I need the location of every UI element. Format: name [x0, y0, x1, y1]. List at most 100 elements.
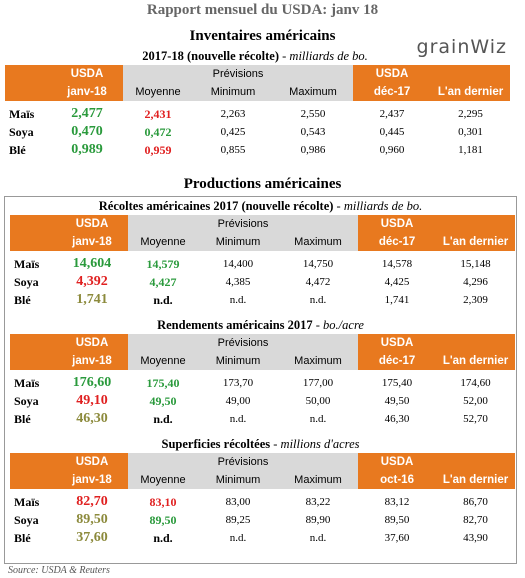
unit: - milliards de bo.	[282, 49, 368, 63]
cell: 82,70	[463, 514, 488, 526]
header-row: janv-18 Moyenne Minimum Maximum déc-17 L'an d…	[5, 83, 511, 101]
unit: - milliards de bo.	[336, 199, 423, 213]
cell: n.d.	[229, 413, 247, 425]
cell: 4,425	[384, 276, 410, 288]
row-label: Blé	[9, 142, 26, 157]
cell: 4,472	[305, 276, 331, 288]
header-cell: USDA	[358, 215, 437, 233]
cell: 49,10	[76, 393, 108, 408]
cell: 0,959	[144, 142, 172, 157]
subtitle-text: Récoltes américaines 2017 (nouvelle réco…	[98, 199, 334, 213]
cell: 83,12	[384, 496, 410, 508]
header-row: USDA Prévisions USDA	[10, 334, 516, 352]
cell: 2,295	[458, 108, 483, 120]
header-cell: USDA	[353, 65, 432, 83]
data-row: Blé 1,741 n.d. n.d. n.d. 1,741 2,309	[10, 291, 515, 309]
data-row: Maïs 176,60 175,40 173,70 177,00 175,40 174,60	[10, 370, 515, 392]
header-cell: janv-18	[56, 233, 128, 251]
cell: 14,750	[302, 258, 334, 270]
source: Source: USDA & Reuters	[8, 565, 110, 576]
section-heading: Productions américaines	[183, 176, 342, 192]
cell: 0,989	[71, 142, 103, 157]
cell: 2,431	[144, 106, 172, 121]
data-row: Soya 89,50 89,50 89,25 89,90 89,50 82,70	[10, 511, 515, 529]
sub-table: Superficies récoltées - millions d'acres…	[5, 436, 516, 547]
data-row: Blé 46,30 n.d. n.d. n.d. 46,30 52,70	[10, 410, 515, 428]
cell: 0,855	[220, 144, 246, 156]
header-cell: oct-16	[358, 471, 437, 489]
header-cell	[10, 334, 56, 352]
cell: 89,50	[76, 512, 108, 527]
cell: 14,400	[222, 258, 254, 270]
logo: grainWiz	[416, 36, 507, 58]
cell: 83,00	[225, 496, 251, 508]
header-cell	[431, 65, 511, 83]
header-cell: USDA	[56, 334, 128, 352]
header-cell: L'an dernier	[436, 471, 516, 489]
subtitle-text: Superficies récoltées	[161, 437, 271, 451]
cell: 175,40	[146, 375, 180, 390]
cell: 2,550	[300, 108, 326, 120]
cell: 0,986	[300, 144, 326, 156]
cell: n.d.	[309, 532, 327, 544]
cell: n.d.	[229, 532, 247, 544]
header-cell: Minimum	[198, 471, 278, 489]
header-cell: janv-18	[51, 83, 123, 101]
cell: 49,00	[225, 395, 251, 407]
data-row: Maïs 14,604 14,579 14,400 14,750 14,578 15,148	[10, 251, 515, 273]
data-row: Blé 37,60 n.d. n.d. n.d. 37,60 43,90	[10, 529, 515, 547]
cell: 14,578	[381, 258, 413, 270]
cell: 2,309	[463, 294, 488, 306]
row-label: Soya	[14, 274, 39, 289]
cell: n.d.	[309, 413, 327, 425]
header-row: janv-18 Moyenne Minimum Maximum déc-17 L'an d…	[10, 233, 516, 251]
header-cell: Maximum	[278, 233, 359, 251]
header-cell: USDA	[51, 65, 123, 83]
header-row: USDA Prévisions USDA	[10, 215, 516, 233]
cell: 0,960	[379, 144, 405, 156]
data-row: Soya 4,392 4,427 4,385 4,472 4,425 4,296	[10, 273, 515, 291]
row-label: Blé	[14, 530, 31, 545]
header-cell: déc-17	[358, 233, 437, 251]
cell: 86,70	[463, 496, 488, 508]
cell: 0,472	[144, 124, 172, 139]
header-cell	[10, 215, 56, 233]
header-cell: Prévisions	[128, 334, 359, 352]
header-cell: janv-18	[56, 352, 128, 370]
cell: 2,263	[220, 108, 246, 120]
header-cell	[436, 334, 516, 352]
header-cell: L'an dernier	[431, 83, 511, 101]
cell: 176,60	[72, 375, 112, 390]
cell: 177,00	[302, 377, 334, 389]
unit: - bo./acre	[315, 318, 364, 332]
header-cell: Moyenne	[128, 352, 198, 370]
header-cell: Moyenne	[128, 471, 198, 489]
cell: 37,60	[76, 530, 108, 545]
header-cell: Minimum	[193, 83, 273, 101]
productions-box: Récoltes américaines 2017 (nouvelle réco…	[4, 196, 517, 564]
header-cell	[436, 453, 516, 471]
cell: 0,470	[71, 124, 103, 139]
cell: 50,00	[305, 395, 331, 407]
header-cell: L'an dernier	[436, 233, 516, 251]
cell: 0,543	[300, 126, 326, 138]
cell: 0,301	[458, 126, 483, 138]
row-label: Maïs	[14, 494, 40, 509]
cell: 1,181	[458, 144, 483, 156]
cell: 49,50	[384, 395, 410, 407]
header-cell: déc-17	[353, 83, 432, 101]
cell: 46,30	[384, 413, 410, 425]
data-row: Maïs 2,477 2,431 2,263 2,550 2,437 2,295	[5, 101, 510, 123]
cell: n.d.	[153, 292, 173, 307]
cell: 1,741	[384, 294, 410, 306]
cell: n.d.	[153, 530, 173, 545]
header-cell	[10, 471, 56, 489]
header-cell: L'an dernier	[436, 352, 516, 370]
cell: 173,70	[222, 377, 254, 389]
header-cell	[5, 83, 51, 101]
cell: 15,148	[460, 258, 491, 270]
sub-table: Récoltes américaines 2017 (nouvelle réco…	[5, 198, 516, 309]
subtitle-text: Rendements américains 2017	[157, 318, 313, 332]
unit: - millions d'acres	[273, 437, 360, 451]
